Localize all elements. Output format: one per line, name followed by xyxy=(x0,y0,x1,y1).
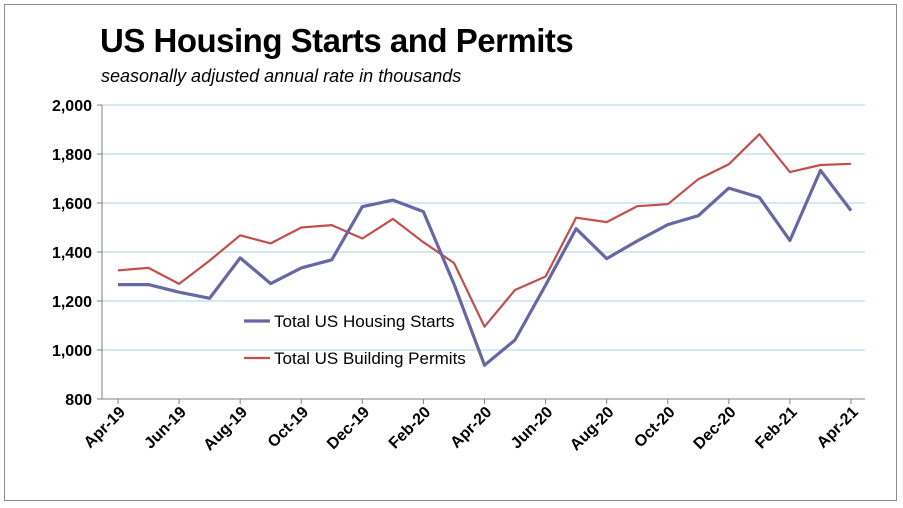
x-tick-label: Oct-19 xyxy=(265,404,312,451)
series-line-housing-starts xyxy=(118,168,853,367)
x-tick-label: Oct-20 xyxy=(631,404,678,451)
series-lines xyxy=(117,133,853,367)
chart-subtitle: seasonally adjusted annual rate in thous… xyxy=(101,66,462,86)
x-tick-label: Aug-19 xyxy=(201,404,251,454)
chart-title: US Housing Starts and Permits xyxy=(100,22,574,59)
x-tick-label: Dec-19 xyxy=(324,404,373,453)
x-tick-label: Feb-21 xyxy=(752,404,801,453)
series-line-building-permits xyxy=(117,133,852,328)
x-tick-label: Jun-20 xyxy=(508,404,557,453)
x-tick-label: Aug-20 xyxy=(567,404,617,454)
x-tick-label: Dec-20 xyxy=(691,404,740,453)
x-axis-ticks: Apr-19 Jun-19 Aug-19 Oct-19 Dec-19 Feb-20 Apr-… xyxy=(81,399,862,454)
y-tick-label: 1,600 xyxy=(52,196,92,213)
y-tick-label: 800 xyxy=(65,392,92,409)
legend-label: Total US Building Permits xyxy=(274,349,466,368)
y-tick-label: 1,200 xyxy=(52,294,92,311)
y-tick-label: 1,400 xyxy=(52,245,92,262)
x-tick-label: Apr-21 xyxy=(814,404,862,452)
x-tick-label: Jun-19 xyxy=(141,404,190,453)
legend-label: Total US Housing Starts xyxy=(274,312,454,331)
y-axis-ticks: 800 1,000 1,200 1,400 1,600 1,800 2,000 xyxy=(52,98,102,409)
y-tick-label: 1,800 xyxy=(52,147,92,164)
legend: Total US Housing Starts Total US Building… xyxy=(244,312,466,368)
x-tick-label: Apr-19 xyxy=(81,404,129,452)
x-tick-label: Feb-20 xyxy=(386,404,435,453)
x-tick-label: Apr-20 xyxy=(447,404,495,452)
y-tick-label: 2,000 xyxy=(52,98,92,115)
y-tick-label: 1,000 xyxy=(52,343,92,360)
